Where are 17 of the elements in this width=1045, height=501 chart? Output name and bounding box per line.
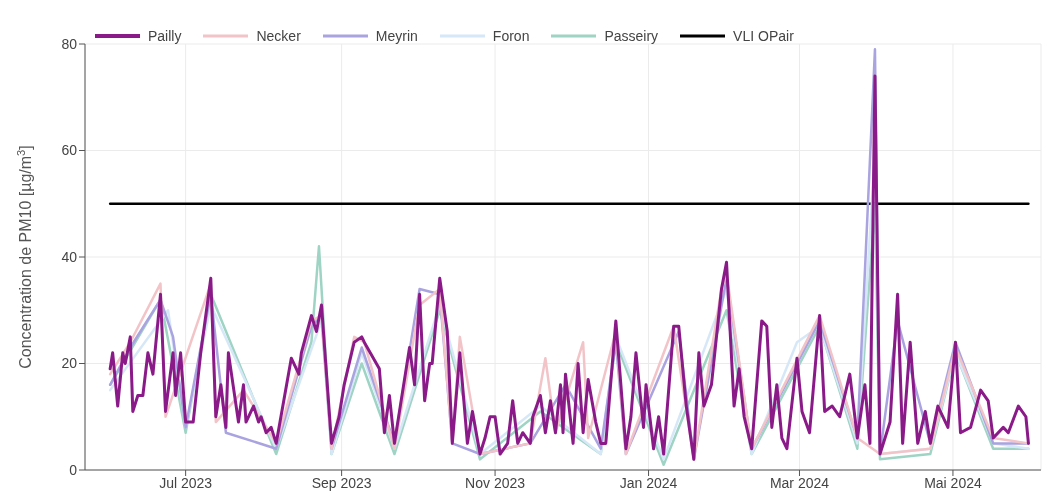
legend-label: Pailly [148, 28, 182, 44]
legend-label: Passeiry [604, 28, 659, 44]
x-tick-label: Jan 2024 [619, 474, 678, 491]
legend-label: Necker [256, 28, 301, 44]
legend-label: VLI OPair [733, 28, 794, 44]
y-tick-label: 0 [69, 461, 78, 478]
y-tick-label: 60 [61, 142, 78, 159]
y-tick-label: 20 [61, 355, 78, 372]
x-tick-label: Mai 2024 [924, 474, 982, 491]
legend-label: Meyrin [375, 28, 418, 44]
x-tick-label: Mar 2024 [769, 474, 830, 491]
x-tick-label: Sep 2023 [311, 474, 372, 491]
x-tick-label: Nov 2023 [465, 474, 526, 491]
y-tick-label: 40 [61, 248, 78, 265]
legend-label: Foron [492, 28, 530, 44]
y-tick-label: 80 [61, 35, 78, 52]
x-tick-label: Jul 2023 [159, 474, 213, 491]
